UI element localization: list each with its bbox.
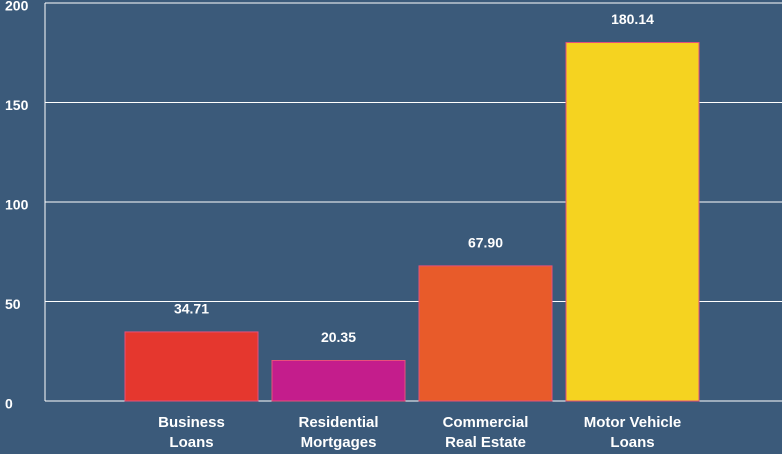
- y-tick-label: 150: [5, 97, 29, 113]
- y-tick-label: 100: [5, 197, 29, 213]
- value-label: 67.90: [468, 235, 503, 251]
- bar: [124, 331, 259, 402]
- x-tick-label: Motor Vehicle Loans: [583, 414, 682, 451]
- bar: [271, 360, 406, 402]
- bar: [418, 265, 553, 402]
- y-tick-label: 200: [5, 0, 29, 14]
- value-label: 180.14: [611, 11, 654, 27]
- bar: [565, 42, 700, 402]
- x-tick-label: Business Loans: [158, 414, 225, 451]
- x-tick-label: Residential Mortgages: [298, 414, 379, 451]
- x-tick-label: Commercial Real Estate: [442, 414, 529, 451]
- value-label: 20.35: [321, 329, 356, 345]
- y-tick-label: 0: [5, 396, 13, 412]
- y-tick-label: 50: [5, 296, 21, 312]
- value-label: 34.71: [174, 301, 209, 317]
